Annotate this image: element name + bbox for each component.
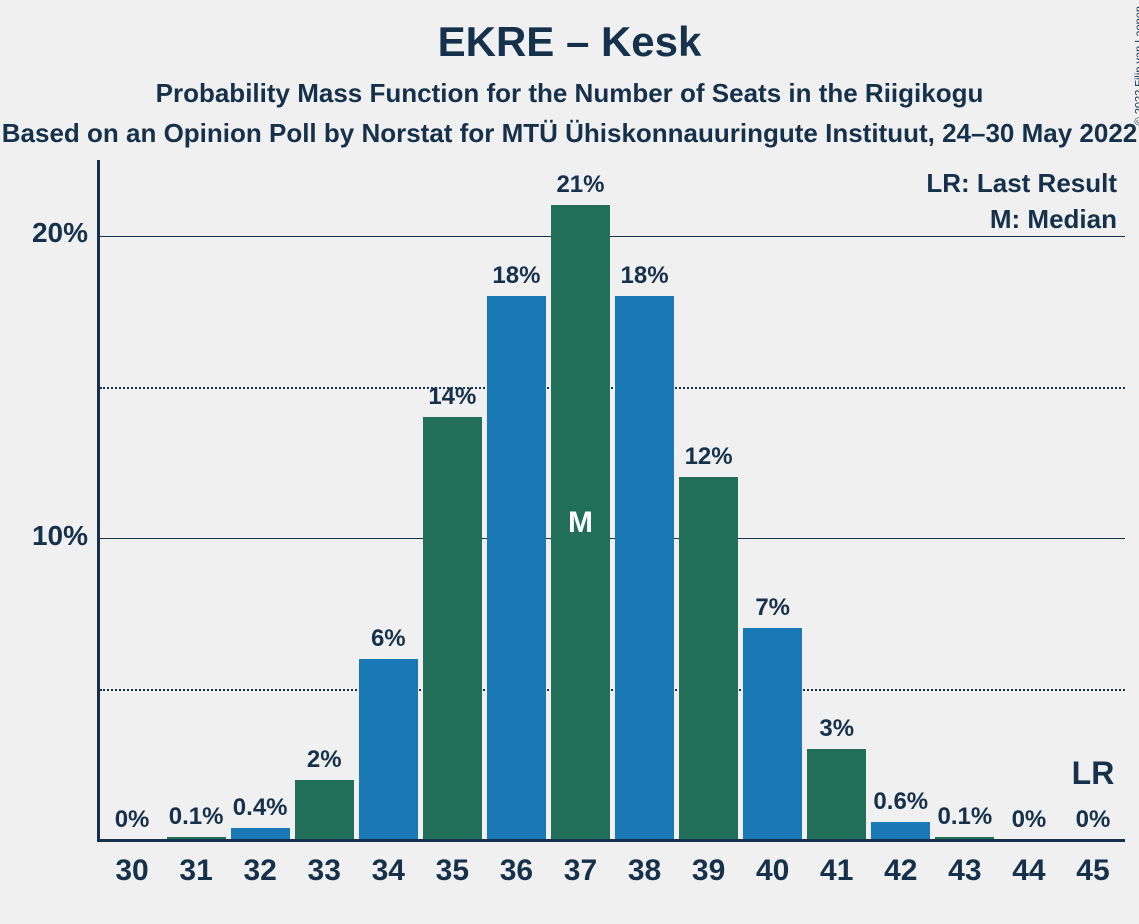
bar-value-label: 0.4% [233,794,288,822]
last-result-marker: LR [1072,755,1115,792]
plot-area: 10%20%0%300.1%310.4%322%336%3414%3518%36… [100,160,1125,840]
x-axis-tick-label: 45 [1076,854,1109,888]
x-axis-tick-label: 31 [179,854,212,888]
x-axis-tick-label: 44 [1012,854,1045,888]
chart-subtitle-1: Probability Mass Function for the Number… [0,78,1139,109]
bar [423,417,482,840]
x-axis-tick-label: 42 [884,854,917,888]
y-axis [97,160,100,840]
x-axis-tick-label: 39 [692,854,725,888]
bar-value-label: 2% [307,746,342,774]
x-axis-tick-label: 41 [820,854,853,888]
bar-value-label: 0.6% [873,788,928,816]
bar-value-label: 14% [428,383,476,411]
bar-value-label: 18% [621,262,669,290]
bar-value-label: 6% [371,625,406,653]
bar [871,822,930,840]
x-axis-tick-label: 37 [564,854,597,888]
bar-value-label: 18% [492,262,540,290]
bar-value-label: 3% [819,715,854,743]
gridline-major [100,236,1125,238]
bar [679,477,738,840]
bar [359,659,418,840]
x-axis-tick-label: 43 [948,854,981,888]
x-axis-tick-label: 38 [628,854,661,888]
bar-value-label: 0% [115,806,150,834]
x-axis-tick-label: 32 [243,854,276,888]
bar-value-label: 0% [1012,806,1047,834]
chart-stage: © 2022 Filip van Laenen EKRE – Kesk Prob… [0,0,1139,924]
gridline-minor [100,689,1125,691]
bar-value-label: 0.1% [169,803,224,831]
bar-value-label: 7% [755,594,790,622]
y-axis-tick-label: 20% [32,217,88,249]
x-axis-tick-label: 40 [756,854,789,888]
chart-title: EKRE – Kesk [0,18,1139,66]
x-axis-tick-label: 35 [436,854,469,888]
bar-value-label: 0% [1076,806,1111,834]
y-axis-tick-label: 10% [32,520,88,552]
bar-value-label: 21% [556,171,604,199]
bar [615,296,674,840]
gridline-major [100,538,1125,540]
bar [487,296,546,840]
x-axis-tick-label: 30 [115,854,148,888]
chart-subtitle-2: Based on an Opinion Poll by Norstat for … [0,118,1139,149]
x-axis [97,839,1125,842]
gridline-minor [100,387,1125,389]
median-marker: M [568,506,593,540]
bar [743,628,802,840]
x-axis-tick-label: 33 [308,854,341,888]
bar-value-label: 12% [685,443,733,471]
x-axis-tick-label: 34 [372,854,405,888]
bar-value-label: 0.1% [937,803,992,831]
bar [807,749,866,840]
x-axis-tick-label: 36 [500,854,533,888]
bar [295,780,354,840]
